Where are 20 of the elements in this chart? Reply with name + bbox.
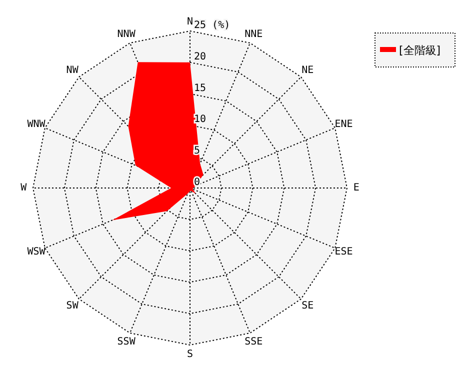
spoke-label: NW	[66, 65, 80, 76]
y-tick-label: 15	[194, 82, 206, 94]
y-tick-label: 25 (%)	[194, 20, 230, 31]
spoke-label: SE	[302, 300, 314, 312]
legend-label: [全階級]	[399, 44, 441, 57]
spoke-label: WNW	[27, 119, 46, 130]
y-tick-label: 20	[194, 51, 206, 62]
spoke-label: ENE	[334, 119, 353, 130]
spoke-label: WSW	[27, 246, 46, 258]
spoke-label: W	[20, 182, 28, 194]
spoke-label: SW	[66, 300, 80, 312]
spoke-label: E	[353, 182, 360, 194]
spoke-label: SSW	[117, 336, 136, 348]
spoke-label: NNE	[244, 28, 263, 40]
spoke-label: SSE	[244, 336, 263, 348]
spoke-label: NNW	[117, 28, 136, 40]
spoke-label: ESE	[334, 246, 353, 258]
spoke-label: N	[186, 16, 194, 28]
spoke-label: NE	[302, 65, 314, 76]
spoke-label: S	[186, 349, 194, 360]
